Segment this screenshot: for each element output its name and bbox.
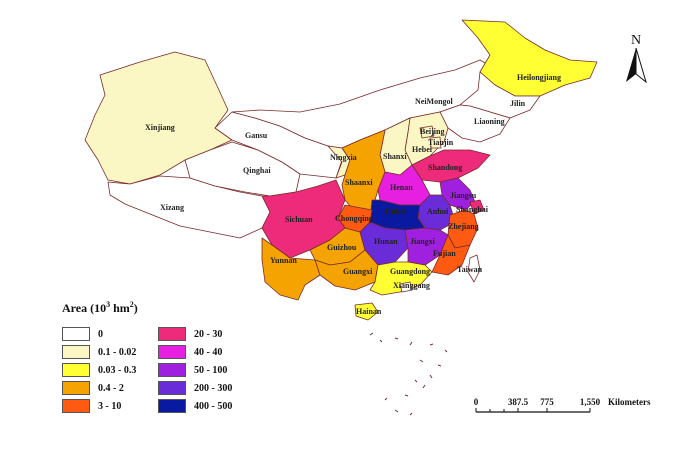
legend-item-6: 40 - 40 (158, 345, 222, 359)
legend-label: 200 - 300 (194, 382, 233, 394)
province-guangdong (369, 261, 433, 296)
label-yunnan: Yunnan (270, 256, 297, 265)
legend-swatch (158, 327, 186, 341)
label-taiwan: Taiwan (457, 265, 483, 274)
legend-item-1: 0.1 - 0.02 (62, 345, 136, 359)
province-xianggang (399, 281, 413, 293)
legend-label: 0.03 - 0.3 (98, 364, 137, 376)
province-shandong (411, 149, 491, 183)
legend-label: 40 - 40 (194, 346, 223, 358)
label-jilin: Jilin (510, 99, 526, 108)
label-xizang: Xizang (160, 203, 184, 212)
legend-item-7: 50 - 100 (158, 363, 227, 377)
legend-item-5: 20 - 30 (158, 327, 222, 341)
label-hunan: Hunan (374, 237, 398, 246)
south-sea-islands (369, 332, 448, 416)
label-shanxi: Shanxi (383, 152, 407, 161)
legend-swatch (62, 399, 90, 413)
legend-swatch (62, 381, 90, 395)
label-xinjiang: Xinjiang (145, 123, 175, 132)
province-heilongjiang (461, 19, 598, 97)
label-guangdong: Guangdong (390, 267, 430, 276)
legend-title: Area (103 hm2) (62, 300, 138, 315)
province-fujian (431, 234, 471, 276)
province-beijing (419, 125, 435, 139)
label-guangxi: Guangxi (343, 267, 373, 276)
scale-unit: Kilometers (608, 397, 651, 407)
label-hubei: Hubei (385, 207, 407, 216)
label-shaanxi: Shaanxi (345, 178, 373, 187)
north-arrow: N (626, 33, 647, 84)
legend-label: 0 (98, 328, 103, 340)
province-hainan (354, 302, 379, 321)
label-hebei: Hebei (412, 145, 433, 154)
legend-item-8: 200 - 300 (158, 381, 232, 395)
province-tianjin (429, 136, 442, 149)
scale-bar: 0 387.5 775 1,550 Kilometers (474, 397, 651, 413)
scale-tick-1: 387.5 (508, 397, 529, 407)
label-neimongol: NeiMongol (415, 97, 454, 106)
label-tianjin: Tianjin (428, 138, 454, 147)
legend-swatch (62, 363, 90, 377)
legend-label: 0.1 - 0.02 (98, 346, 137, 358)
label-qinghai: Qinghai (243, 166, 271, 175)
legend-label: 400 - 500 (194, 400, 233, 412)
legend-swatch (62, 327, 90, 341)
province-shanghai (469, 199, 485, 215)
label-guizhou: Guizhou (327, 243, 357, 252)
legend-item-4: 3 - 10 (62, 399, 121, 413)
label-shanghai: Shanghai (456, 205, 489, 214)
label-hainan: Hainan (356, 307, 382, 316)
scale-tick-2: 775 (540, 397, 554, 407)
legend-swatch (158, 363, 186, 377)
legend-label: 0.4 - 2 (98, 382, 124, 394)
label-beijing: Beijing (420, 127, 444, 136)
label-fujian: Fujian (433, 249, 456, 258)
legend-item-0: 0 (62, 327, 103, 341)
label-heilongjiang: Heilongjiang (517, 73, 561, 82)
label-anhui: Anhui (427, 207, 449, 216)
legend-item-9: 400 - 500 (158, 399, 232, 413)
province-qinghai (184, 141, 301, 197)
label-zhejiang: Zhejiang (448, 222, 479, 231)
north-arrow-right-icon (635, 47, 647, 84)
legend-label: 20 - 30 (194, 328, 223, 340)
label-ningxia: Ningxia (330, 153, 357, 162)
label-gansu: Gansu (245, 131, 268, 140)
label-xianggang: Xianggang (393, 281, 430, 290)
label-sichuan: Sichuan (285, 215, 313, 224)
label-jiangsu: Jiangsu (450, 191, 477, 200)
province-taiwan (467, 254, 481, 283)
legend-item-2: 0.03 - 0.3 (62, 363, 136, 377)
legend-swatch (158, 399, 186, 413)
province-yunnan (261, 237, 321, 301)
legend-label: 3 - 10 (98, 400, 122, 412)
label-shandong: Shandong (428, 163, 462, 172)
scale-tick-0: 0 (474, 397, 479, 407)
north-arrow-label: N (631, 33, 641, 48)
label-liaoning: Liaoning (474, 117, 505, 126)
legend-swatch (158, 381, 186, 395)
north-arrow-left-icon (626, 48, 636, 82)
legend-label: 50 - 100 (194, 364, 228, 376)
legend-item-3: 0.4 - 2 (62, 381, 124, 395)
province-labels: Heilongjiang Jilin Liaoning NeiMongol Xi… (145, 73, 561, 316)
legend-swatch (62, 345, 90, 359)
label-henan: Henan (390, 183, 413, 192)
label-jiangxi: Jiangxi (410, 237, 436, 246)
label-chongqing: Chongqing (335, 214, 373, 223)
scale-tick-3: 1,550 (580, 397, 601, 407)
legend-swatch (158, 345, 186, 359)
